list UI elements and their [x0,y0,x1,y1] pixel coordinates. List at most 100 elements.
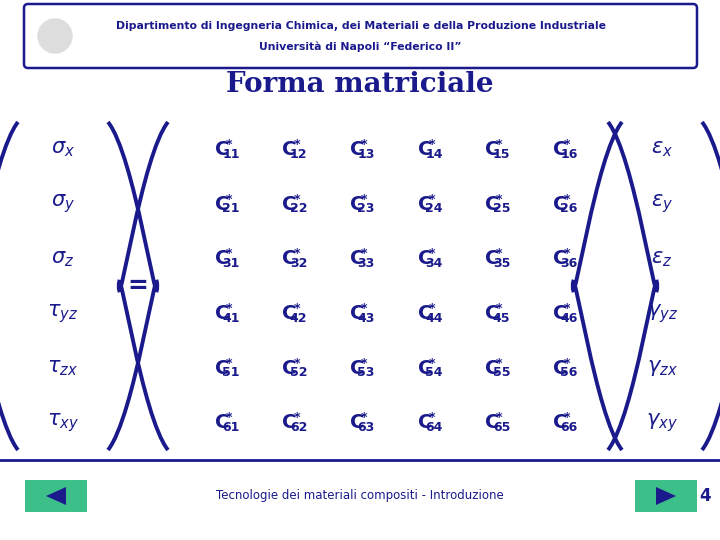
Text: *: * [496,192,503,206]
Text: *: * [225,247,232,260]
Text: C: C [282,304,297,323]
FancyBboxPatch shape [635,480,697,512]
Text: 14: 14 [425,148,443,161]
Text: *: * [225,138,232,151]
Text: *: * [361,192,367,206]
Text: C: C [282,194,297,213]
Text: 52: 52 [289,367,307,380]
Text: 66: 66 [561,421,577,434]
Text: C: C [418,359,432,377]
Text: 16: 16 [560,148,578,161]
Text: 34: 34 [425,257,443,270]
Text: *: * [428,302,435,315]
Text: C: C [350,194,364,213]
Text: 41: 41 [222,312,240,325]
Text: C: C [485,413,500,432]
Text: 65: 65 [492,421,510,434]
Text: =: = [127,274,148,298]
Text: C: C [485,304,500,323]
Circle shape [38,19,72,53]
Text: 45: 45 [492,312,510,325]
Text: $\varepsilon_x$: $\varepsilon_x$ [651,139,673,159]
Text: 63: 63 [358,421,375,434]
Text: C: C [485,359,500,377]
Text: 13: 13 [357,148,375,161]
Text: *: * [293,302,300,315]
Text: C: C [418,304,432,323]
Text: *: * [361,247,367,260]
Text: $\sigma_x$: $\sigma_x$ [51,139,75,159]
Text: *: * [361,138,367,151]
Text: C: C [418,249,432,268]
Text: C: C [553,249,567,268]
Text: C: C [418,194,432,213]
Text: *: * [564,356,570,369]
Text: *: * [428,247,435,260]
Text: C: C [215,249,229,268]
Text: C: C [350,140,364,159]
Text: $\tau_{zx}$: $\tau_{zx}$ [48,358,78,378]
Text: Forma matriciale: Forma matriciale [226,71,494,98]
Text: *: * [564,302,570,315]
Text: *: * [496,302,503,315]
Text: C: C [485,249,500,268]
Text: Università di Napoli “Federico II”: Università di Napoli “Federico II” [259,42,462,52]
Text: C: C [215,359,229,377]
Text: $\tau_{yz}$: $\tau_{yz}$ [48,302,78,325]
Text: C: C [282,359,297,377]
Text: *: * [293,356,300,369]
Text: *: * [496,247,503,260]
Text: *: * [564,247,570,260]
Text: C: C [485,194,500,213]
FancyBboxPatch shape [24,4,697,68]
Text: *: * [293,247,300,260]
Text: 56: 56 [560,367,578,380]
Text: 31: 31 [222,257,240,270]
Text: 32: 32 [290,257,307,270]
Text: 33: 33 [358,257,375,270]
Text: 42: 42 [289,312,307,325]
Text: $\gamma_{yz}$: $\gamma_{yz}$ [647,302,678,325]
Polygon shape [46,487,66,505]
Text: $\varepsilon_z$: $\varepsilon_z$ [652,248,672,269]
Text: $\varepsilon_y$: $\varepsilon_y$ [651,193,673,215]
Text: 35: 35 [492,257,510,270]
Text: C: C [553,140,567,159]
Text: Tecnologie dei materiali compositi - Introduzione: Tecnologie dei materiali compositi - Int… [216,489,504,503]
Text: 11: 11 [222,148,240,161]
Text: *: * [496,138,503,151]
Text: *: * [564,138,570,151]
Text: $\gamma_{zx}$: $\gamma_{zx}$ [647,358,678,378]
Text: 4: 4 [699,487,711,505]
Text: 54: 54 [425,367,443,380]
Text: *: * [564,192,570,206]
Text: C: C [215,140,229,159]
Text: *: * [428,192,435,206]
Text: $\sigma_y$: $\sigma_y$ [51,193,75,215]
Text: C: C [215,304,229,323]
Text: 23: 23 [357,202,375,215]
Text: C: C [215,413,229,432]
Text: 12: 12 [289,148,307,161]
Text: *: * [361,302,367,315]
Text: $\gamma_{xy}$: $\gamma_{xy}$ [646,411,678,434]
Text: C: C [282,140,297,159]
Text: 26: 26 [560,202,578,215]
Text: 61: 61 [222,421,240,434]
Text: *: * [496,411,503,424]
Text: 62: 62 [290,421,307,434]
Text: *: * [428,411,435,424]
Text: C: C [350,359,364,377]
Text: C: C [282,413,297,432]
Text: C: C [485,140,500,159]
Text: 25: 25 [492,202,510,215]
Text: 36: 36 [561,257,577,270]
Text: *: * [361,356,367,369]
Text: 24: 24 [425,202,443,215]
Text: *: * [428,138,435,151]
Text: 53: 53 [357,367,375,380]
Text: C: C [553,413,567,432]
Text: 15: 15 [492,148,510,161]
Text: 46: 46 [560,312,578,325]
Text: 22: 22 [289,202,307,215]
